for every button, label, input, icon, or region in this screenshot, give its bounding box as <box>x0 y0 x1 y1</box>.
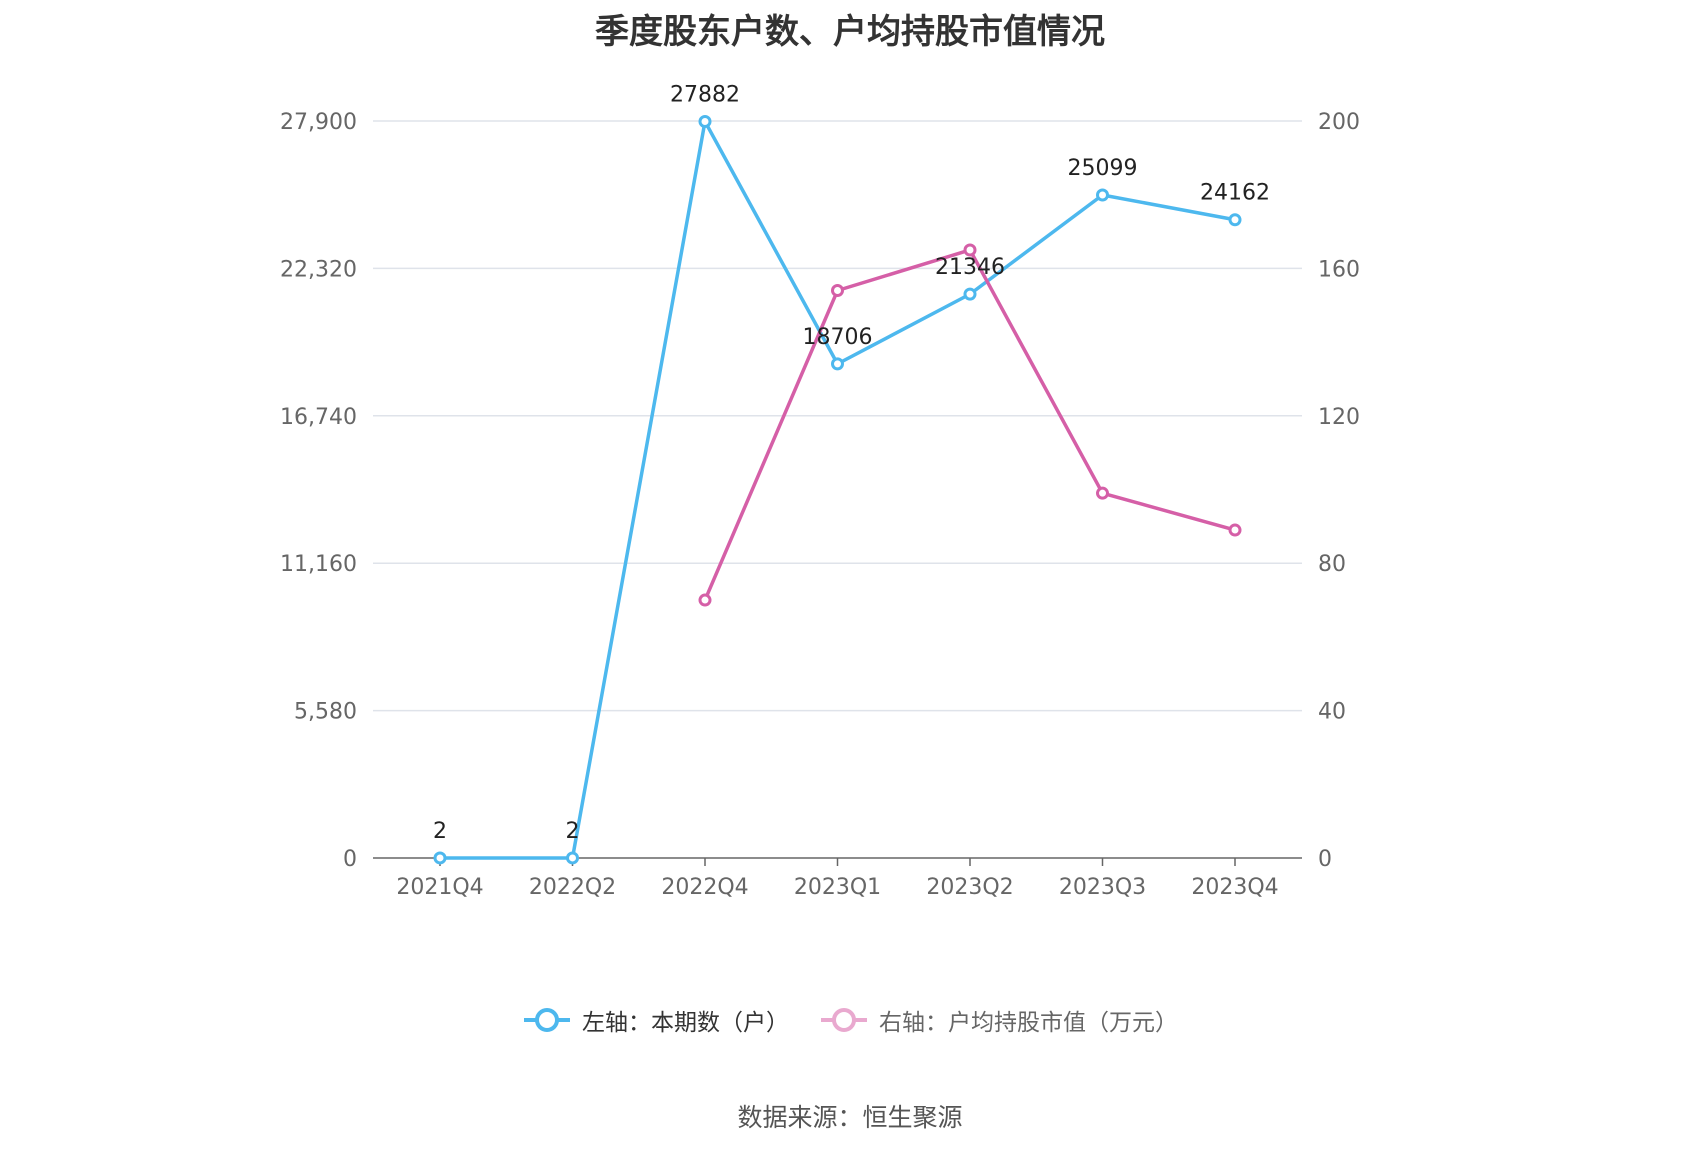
right-axis-tick: 80 <box>1318 552 1346 577</box>
legend-label-left-series: 左轴：本期数（户） <box>582 1010 789 1036</box>
legend-item-right-series[interactable]: 右轴：户均持股市值（万元） <box>819 1003 1178 1037</box>
data-point-1 <box>1228 523 1242 537</box>
x-axis-tick-label: 2021Q4 <box>396 875 483 900</box>
data-point-0 <box>566 851 579 865</box>
x-axis-tick-label: 2023Q3 <box>1059 875 1146 900</box>
axes: 0 0 5,580 40 11,160 80 16,740 120 22,320 160 27,90… <box>280 110 1360 900</box>
series <box>433 114 1242 865</box>
left-axis-tick: 11,160 <box>280 552 357 577</box>
data-label: 27882 <box>670 82 740 107</box>
x-axis-tick-label: 2022Q4 <box>661 875 748 900</box>
left-axis-tick: 0 <box>343 847 357 872</box>
chart-title: 季度股东户数、户均持股市值情况 <box>595 12 1105 52</box>
grid-lines <box>373 120 1302 712</box>
left-axis-tick: 27,900 <box>280 110 357 135</box>
data-label: 2 <box>566 819 580 844</box>
data-point-1 <box>698 593 712 607</box>
legend-label-right-series: 右轴：户均持股市值（万元） <box>879 1010 1178 1036</box>
legend-item-left-series[interactable]: 左轴：本期数（户） <box>522 1003 789 1037</box>
data-source: 数据来源：恒生聚源 <box>737 1103 963 1132</box>
right-axis-tick: 0 <box>1318 847 1332 872</box>
right-axis-tick: 200 <box>1318 110 1360 135</box>
data-point-0 <box>698 114 712 128</box>
data-label: 2 <box>433 819 447 844</box>
data-label: 18706 <box>803 325 873 350</box>
right-axis-tick: 40 <box>1318 700 1346 725</box>
left-axis-tick: 22,320 <box>280 257 357 282</box>
x-axis-tick-label: 2023Q2 <box>926 875 1013 900</box>
left-axis-tick: 5,580 <box>294 700 357 725</box>
data-label: 24162 <box>1200 181 1270 206</box>
x-axis-tick-label: 2023Q1 <box>794 875 881 900</box>
data-point-0 <box>1096 188 1109 202</box>
left-axis-tick: 16,740 <box>280 405 357 430</box>
right-axis-tick: 120 <box>1318 405 1360 430</box>
data-point-0 <box>433 851 447 865</box>
legend: 左轴：本期数（户） 右轴：户均持股市值（万元） <box>0 1003 1700 1037</box>
series-line-1 <box>703 248 1236 601</box>
legend-marker-blue-icon <box>524 1008 570 1032</box>
data-labels: 2 2 27882 18706 21346 25099 24162 <box>433 82 1270 843</box>
data-point-1 <box>831 284 844 298</box>
data-point-1 <box>1096 486 1109 500</box>
legend-marker-pink-icon <box>821 1008 867 1032</box>
data-point-0 <box>963 287 977 301</box>
x-axis-tick-label: 2022Q2 <box>529 875 616 900</box>
data-label: 25099 <box>1068 156 1138 181</box>
data-label: 21346 <box>935 255 1005 280</box>
right-axis-tick: 160 <box>1318 257 1360 282</box>
data-point-0 <box>831 357 844 371</box>
data-point-1 <box>963 243 977 257</box>
series-line-0 <box>440 119 1236 860</box>
x-axis-tick-label: 2023Q4 <box>1191 875 1278 900</box>
data-point-0 <box>1228 213 1242 227</box>
